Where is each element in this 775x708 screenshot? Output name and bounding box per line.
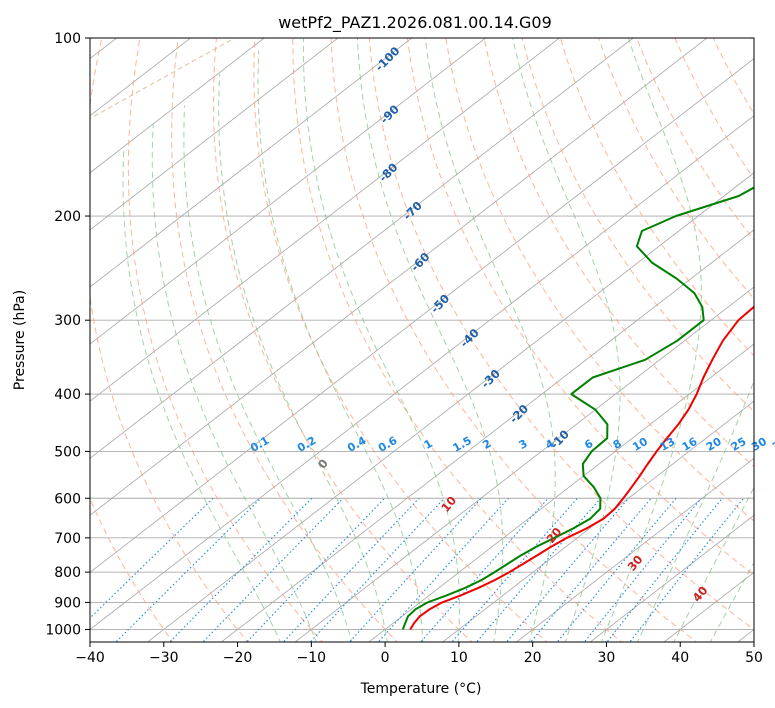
isotherm-line [220, 229, 754, 642]
dry-adiabat-line [127, 38, 324, 642]
chart-series [401, 186, 754, 631]
x-tick-label: 10 [450, 650, 468, 666]
dry-adiabat-line [330, 38, 698, 642]
mixing-ratio-line [629, 497, 745, 642]
x-tick-label: −20 [223, 650, 253, 666]
moist-adiabat-line [636, 379, 754, 642]
isotherm-line [90, 38, 487, 345]
mixing-ratio-line [475, 497, 602, 642]
y-tick-label: 400 [54, 387, 81, 403]
isotherm-line [90, 38, 265, 174]
x-tick-label: 40 [671, 650, 689, 666]
y-tick-label: 100 [54, 31, 81, 47]
y-axis-label: Pressure (hPa) [12, 290, 28, 390]
x-axis-label: Temperature (°C) [360, 681, 482, 697]
moist-adiabat-line [218, 73, 388, 642]
mixing-ratio-line [530, 497, 652, 642]
isotherm-line [90, 38, 708, 516]
y-tick-label: 1000 [45, 622, 81, 638]
x-tick-label: 0 [381, 650, 390, 666]
moist-adiabat-line [424, 38, 556, 642]
x-tick-label: 50 [745, 650, 763, 666]
moist-adiabat-line [122, 150, 281, 642]
moist-adiabat-line [257, 50, 424, 642]
mixing-ratio-line [168, 497, 313, 642]
dry-adiabat-line [90, 497, 174, 642]
y-tick-label: 900 [54, 595, 81, 611]
moist-adiabat-line [302, 38, 460, 642]
moist-adiabat-line [673, 486, 754, 642]
dewpoint-profile-line [401, 186, 754, 630]
isotherm-line [146, 172, 754, 642]
x-tick-label: −40 [75, 650, 105, 666]
y-tick-label: 600 [54, 491, 81, 507]
isotherm-line [90, 38, 634, 459]
dry-adiabat-line [292, 38, 623, 642]
mixing-ratio-line [505, 497, 630, 642]
isotherm-line [90, 38, 413, 288]
dry-adiabat-line [483, 38, 754, 468]
x-tick-label: 30 [598, 650, 616, 666]
mixing-ratio-label: 36 [770, 435, 775, 454]
x-tick-label: 20 [524, 650, 542, 666]
mixing-ratio-line [309, 497, 445, 642]
isotherm-line [90, 115, 754, 630]
chart-grid [90, 38, 754, 642]
chart-axes: −40 −30 −20 −10 0 10 20 30 40 50 1000 900 800 700 600 5… [45, 31, 763, 666]
isotherm-line [294, 286, 754, 642]
moist-adiabat-line [183, 105, 353, 642]
isotherm-line [589, 514, 754, 642]
isotherm-line [90, 58, 754, 573]
mixing-ratio-line [115, 497, 262, 642]
dry-adiabat-line [90, 38, 249, 642]
y-tick-label: 700 [54, 531, 81, 547]
dry-adiabat-line [445, 38, 754, 522]
dry-adiabat-line [368, 38, 754, 631]
y-tick-label: 500 [54, 444, 81, 460]
moist-adiabat-line [356, 38, 504, 642]
x-tick-label: −30 [149, 650, 179, 666]
y-tick-label: 800 [54, 565, 81, 581]
isotherm-line [515, 457, 754, 642]
mixing-ratio-line [606, 497, 723, 642]
y-tick-label: 200 [54, 209, 81, 225]
dry-adiabat-line [171, 38, 398, 642]
mixing-ratio-line [451, 497, 578, 642]
mixing-ratio-line [583, 497, 702, 642]
isotherm-line [90, 38, 561, 402]
moist-adiabat-line [151, 124, 317, 642]
mixing-ratio-line [348, 497, 482, 642]
moist-adiabat-line [600, 38, 702, 642]
dry-adiabat-line [253, 38, 548, 642]
moist-adiabat-line [512, 38, 621, 642]
dry-adiabat-line [406, 38, 754, 576]
y-tick-label: 300 [54, 313, 81, 329]
mixing-ratio-line [90, 497, 214, 619]
mixing-ratio-line [377, 497, 509, 642]
plot-frame [89, 37, 755, 643]
mixing-ratio-line [556, 497, 677, 642]
mixing-ratio-line [202, 497, 344, 642]
isotherm-line [90, 38, 339, 231]
x-tick-label: −10 [297, 650, 327, 666]
chart-title: wetPf2_PAZ1.2026.081.00.14.G09 [278, 13, 552, 33]
temperature-profile-line [409, 305, 754, 631]
isotherm-line [368, 343, 754, 642]
